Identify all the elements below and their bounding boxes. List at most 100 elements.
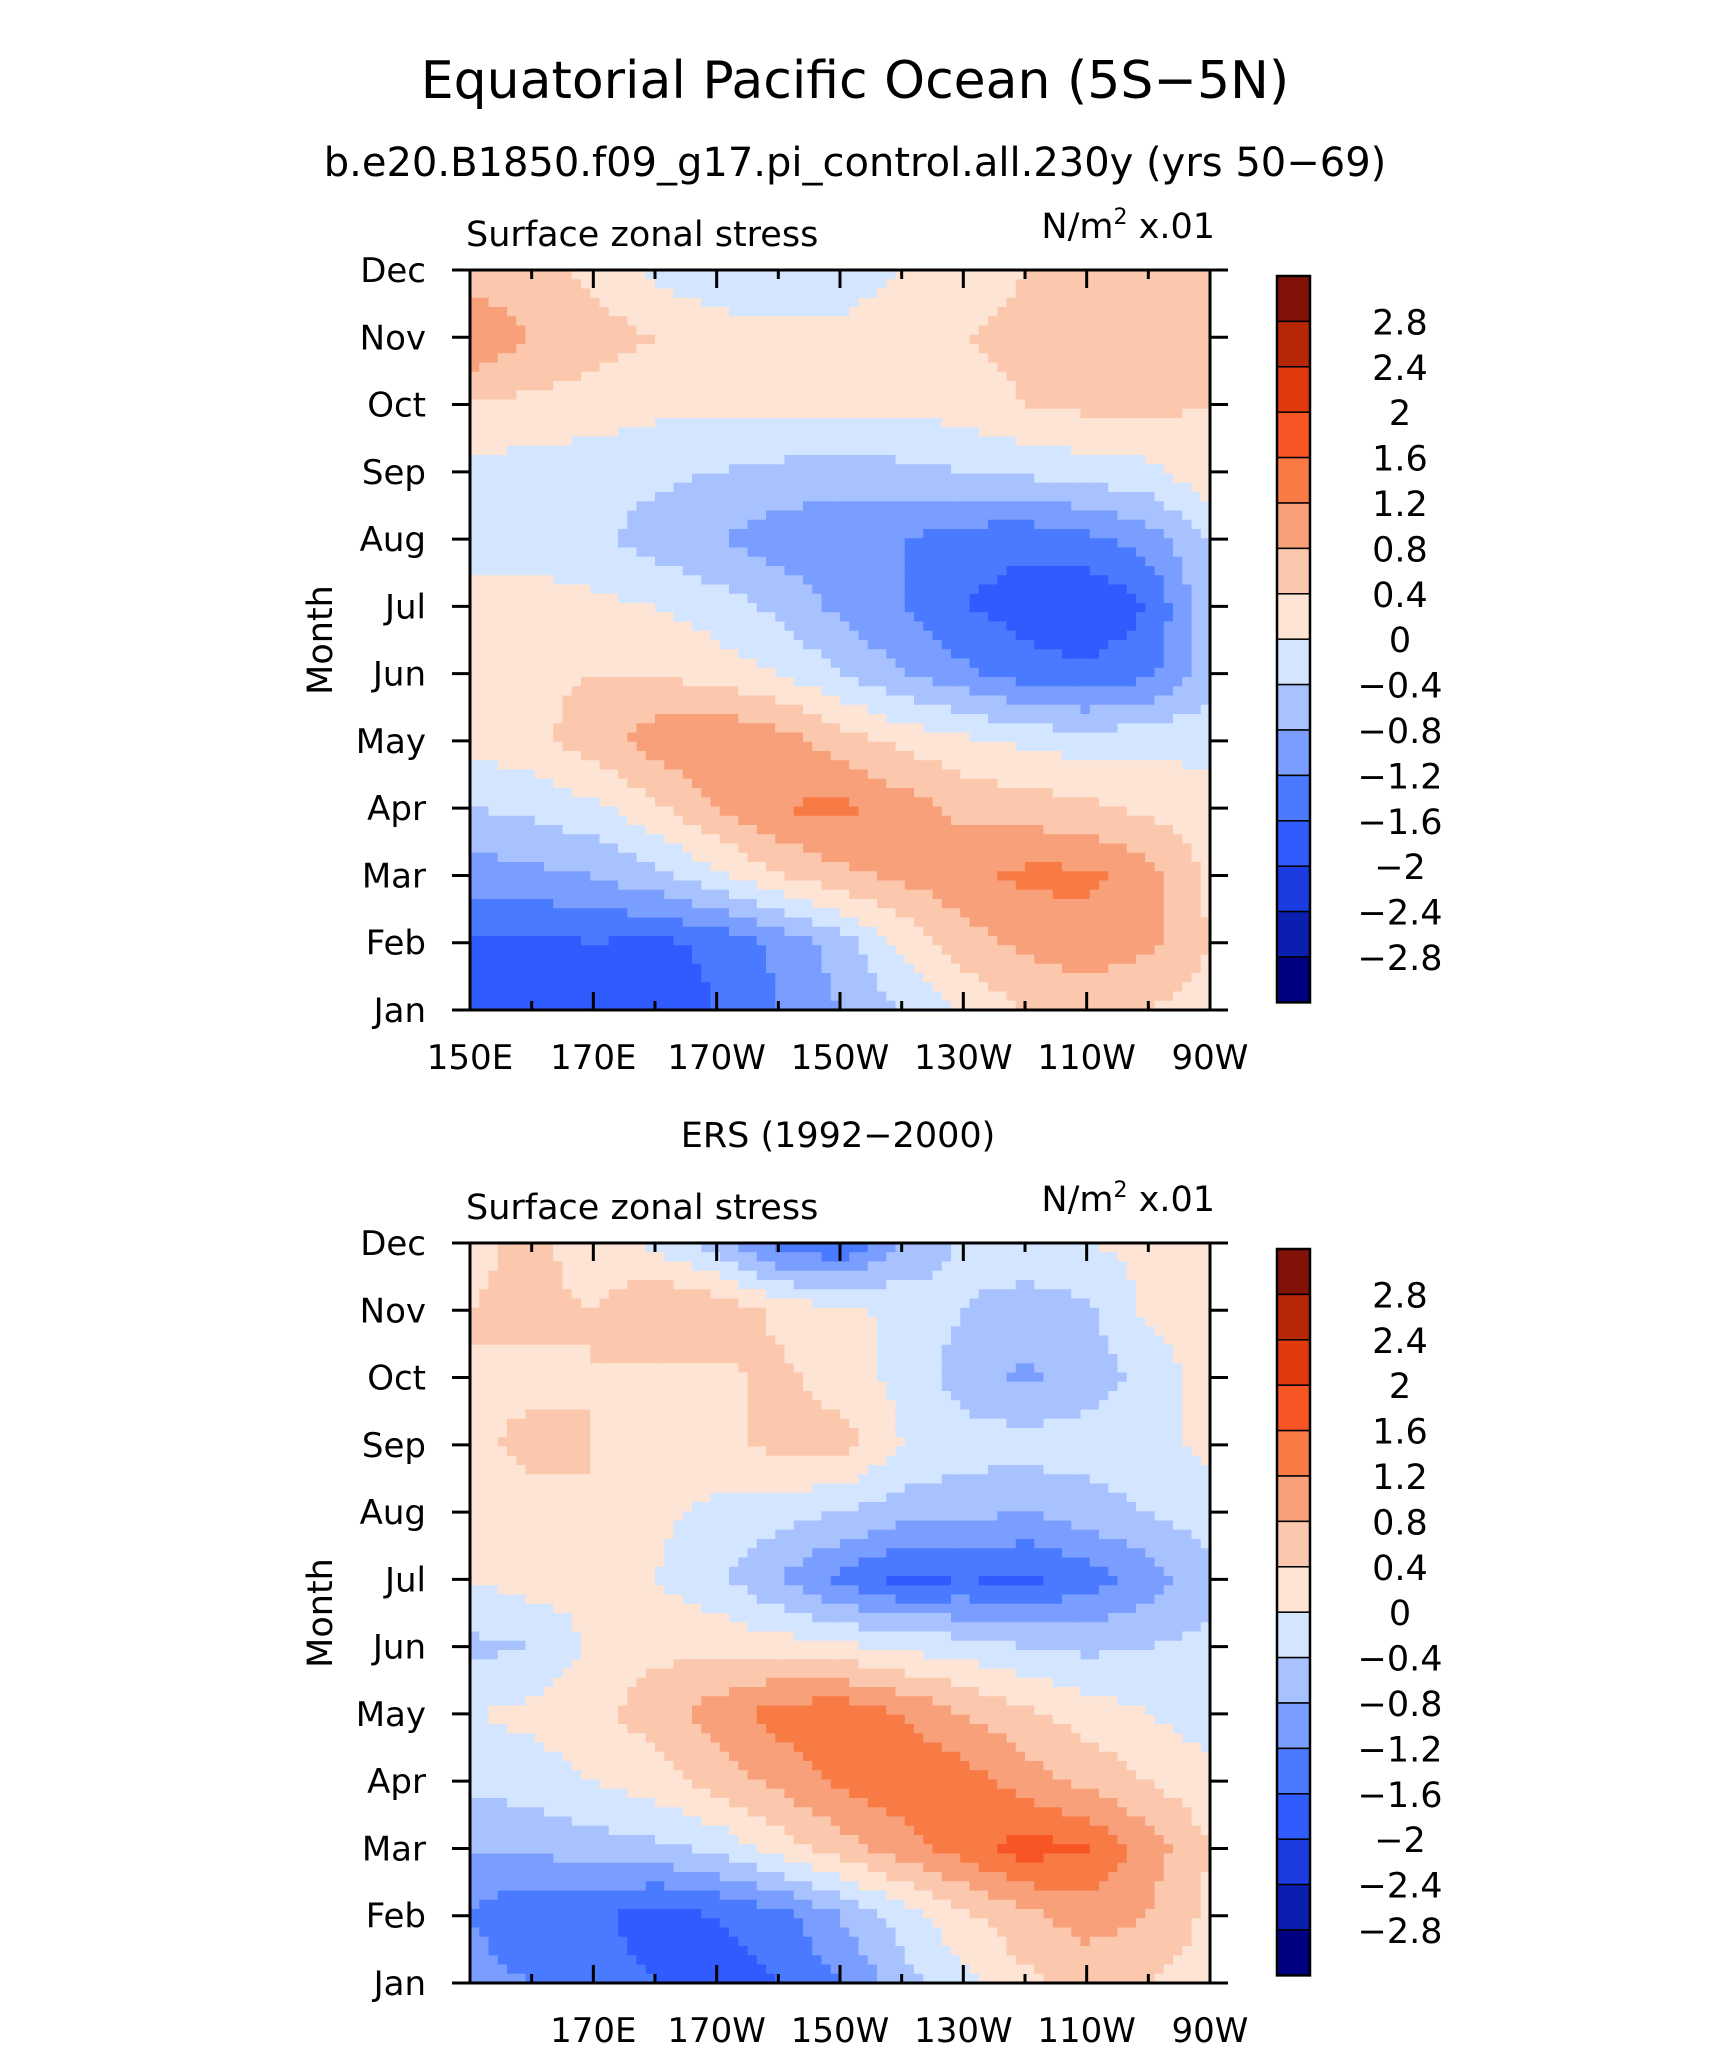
contour-cell bbox=[645, 399, 656, 410]
contour-cell bbox=[1099, 566, 1109, 576]
contour-cell bbox=[1200, 667, 1210, 678]
contour-cell bbox=[978, 704, 989, 715]
contour-cell bbox=[1062, 297, 1072, 308]
contour-cell bbox=[1052, 519, 1063, 530]
contour-cell bbox=[867, 621, 878, 632]
contour-cell bbox=[590, 344, 601, 354]
contour-cell bbox=[978, 667, 989, 678]
contour-cell bbox=[1080, 334, 1091, 345]
contour-cell bbox=[904, 612, 915, 623]
contour-cell bbox=[877, 806, 887, 817]
contour-cell bbox=[988, 621, 998, 632]
contour-cell bbox=[534, 677, 545, 687]
contour-cell bbox=[1136, 408, 1146, 419]
contour-cell bbox=[655, 788, 665, 798]
contour-cell bbox=[497, 741, 508, 752]
contour-cell bbox=[719, 390, 730, 401]
contour-cell bbox=[479, 751, 490, 761]
contour-cell bbox=[1025, 455, 1035, 465]
contour-cell bbox=[914, 353, 924, 364]
contour-cell bbox=[978, 612, 989, 623]
contour-cell bbox=[1052, 325, 1063, 336]
contour-cell bbox=[849, 704, 860, 715]
contour-cell bbox=[747, 353, 758, 364]
contour-cell bbox=[1043, 806, 1054, 817]
contour-cell bbox=[534, 436, 545, 447]
contour-cell bbox=[969, 704, 980, 715]
contour-cell bbox=[655, 843, 665, 854]
contour-cell bbox=[655, 704, 665, 715]
contour-cell bbox=[951, 353, 961, 364]
contour-cell bbox=[1089, 492, 1100, 502]
contour-cell bbox=[1108, 834, 1119, 845]
contour-cell bbox=[914, 612, 924, 623]
contour-cell bbox=[904, 723, 915, 734]
contour-cell bbox=[923, 445, 934, 456]
contour-cell bbox=[729, 270, 739, 280]
contour-cell bbox=[544, 649, 554, 660]
contour-cell bbox=[516, 834, 527, 845]
contour-cell bbox=[766, 501, 776, 512]
contour-cell bbox=[1117, 806, 1128, 817]
contour-cell bbox=[923, 677, 934, 687]
contour-cell bbox=[1108, 603, 1119, 613]
contour-cell bbox=[840, 797, 850, 808]
contour-cell bbox=[1034, 575, 1045, 586]
contour-cell bbox=[914, 297, 924, 308]
contour-cell bbox=[914, 538, 924, 549]
contour-cell bbox=[1191, 325, 1202, 336]
contour-cell bbox=[830, 436, 841, 447]
contour-cell bbox=[1052, 436, 1063, 447]
contour-cell bbox=[1191, 815, 1202, 826]
contour-cell bbox=[812, 427, 823, 438]
contour-cell bbox=[636, 603, 647, 613]
contour-cell bbox=[488, 538, 499, 549]
contour-cell bbox=[1052, 815, 1063, 826]
contour-cell bbox=[534, 381, 545, 391]
contour-cell bbox=[1145, 482, 1156, 493]
contour-cell bbox=[830, 806, 841, 817]
contour-cell bbox=[784, 769, 795, 780]
contour-cell bbox=[479, 741, 490, 752]
contour-cell bbox=[840, 677, 850, 687]
contour-cell bbox=[507, 297, 517, 308]
contour-cell bbox=[618, 806, 628, 817]
contour-cell bbox=[997, 371, 1008, 382]
contour-cell bbox=[978, 297, 989, 308]
contour-cell bbox=[627, 649, 638, 660]
contour-cell bbox=[840, 649, 850, 660]
contour-cell bbox=[682, 686, 693, 697]
contour-cell bbox=[645, 473, 656, 484]
contour-cell bbox=[673, 640, 684, 650]
contour-cell bbox=[1099, 445, 1109, 456]
contour-cell bbox=[812, 270, 823, 280]
contour-cell bbox=[1200, 519, 1210, 530]
contour-cell bbox=[803, 445, 813, 456]
contour-cell bbox=[1043, 270, 1054, 280]
contour-cell bbox=[1089, 408, 1100, 419]
contour-cell bbox=[682, 593, 693, 604]
contour-cell bbox=[877, 399, 887, 410]
contour-cell bbox=[830, 464, 841, 475]
contour-cell bbox=[618, 492, 628, 502]
contour-cell bbox=[840, 612, 850, 623]
contour-cell bbox=[969, 630, 980, 641]
contour-cell bbox=[1099, 741, 1109, 752]
contour-cell bbox=[849, 603, 860, 613]
contour-cell bbox=[664, 593, 675, 604]
contour-cell bbox=[1182, 297, 1193, 308]
contour-cell bbox=[673, 316, 684, 327]
contour-cell bbox=[1080, 510, 1091, 521]
contour-cell bbox=[562, 843, 573, 854]
contour-cell bbox=[1025, 778, 1035, 789]
contour-cell bbox=[479, 464, 490, 475]
contour-cell bbox=[645, 751, 656, 761]
contour-cell bbox=[969, 686, 980, 697]
contour-cell bbox=[988, 362, 998, 373]
contour-cell bbox=[932, 667, 943, 678]
contour-cell bbox=[867, 686, 878, 697]
contour-cell bbox=[738, 603, 749, 613]
contour-cell bbox=[581, 612, 591, 623]
contour-cell bbox=[470, 399, 480, 410]
contour-cell bbox=[1025, 640, 1035, 650]
